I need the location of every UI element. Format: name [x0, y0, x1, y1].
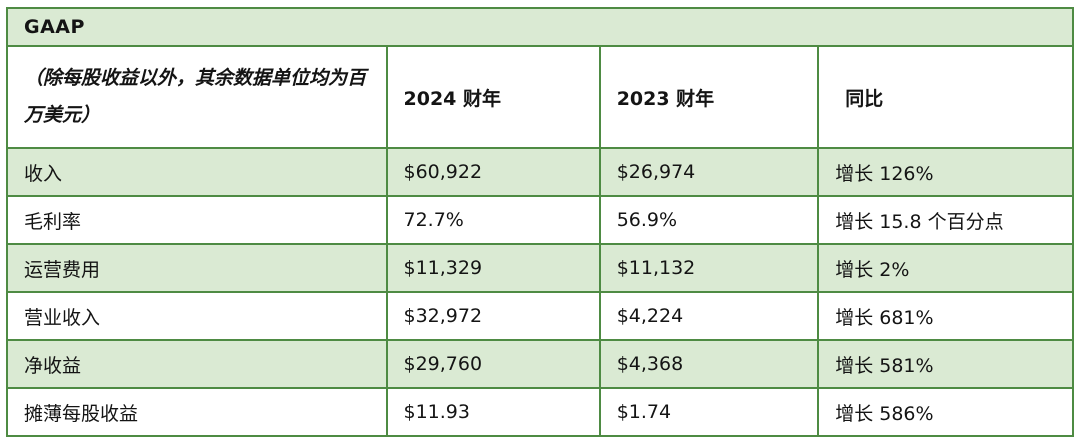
table-title: GAAP: [6, 7, 1074, 47]
cell-fy2023: $11,132: [598, 243, 820, 293]
gaap-financial-table: GAAP （除每股收益以外，其余数据单位均为百万美元） 2024 财年 2023…: [6, 7, 1074, 437]
table-row-operating-expenses: 运营费用 $11,329 $11,132 增长 2%: [6, 243, 1074, 293]
cell-fy2024: $11,329: [385, 243, 601, 293]
cell-fy2023: $1.74: [598, 387, 820, 437]
cell-fy2023: $4,224: [598, 291, 820, 341]
table-header-row: （除每股收益以外，其余数据单位均为百万美元） 2024 财年 2023 财年 同…: [6, 45, 1074, 149]
table-title-row: GAAP: [6, 7, 1074, 47]
cell-yoy: 增长 2%: [817, 243, 1074, 293]
cell-yoy: 增长 581%: [817, 339, 1074, 389]
table-row-revenue: 收入 $60,922 $26,974 增长 126%: [6, 147, 1074, 197]
cell-fy2024: $29,760: [385, 339, 601, 389]
cell-fy2024: 72.7%: [385, 195, 601, 245]
cell-yoy: 增长 586%: [817, 387, 1074, 437]
row-label: 摊薄每股收益: [6, 387, 388, 437]
row-label: 运营费用: [6, 243, 388, 293]
row-label: 收入: [6, 147, 388, 197]
column-header-fy2024: 2024 财年: [385, 45, 601, 149]
cell-fy2023: $4,368: [598, 339, 820, 389]
table-row-operating-income: 营业收入 $32,972 $4,224 增长 681%: [6, 291, 1074, 341]
cell-fy2024: $32,972: [385, 291, 601, 341]
row-label: 毛利率: [6, 195, 388, 245]
column-header-fy2023: 2023 财年: [598, 45, 820, 149]
table-row-net-income: 净收益 $29,760 $4,368 增长 581%: [6, 339, 1074, 389]
cell-fy2023: $26,974: [598, 147, 820, 197]
row-label: 净收益: [6, 339, 388, 389]
cell-fy2023: 56.9%: [598, 195, 820, 245]
table-row-diluted-eps: 摊薄每股收益 $11.93 $1.74 增长 586%: [6, 387, 1074, 437]
row-label: 营业收入: [6, 291, 388, 341]
cell-yoy: 增长 681%: [817, 291, 1074, 341]
cell-fy2024: $11.93: [385, 387, 601, 437]
cell-fy2024: $60,922: [385, 147, 601, 197]
cell-yoy: 增长 126%: [817, 147, 1074, 197]
column-header-yoy: 同比: [817, 45, 1074, 149]
table-row-gross-margin: 毛利率 72.7% 56.9% 增长 15.8 个百分点: [6, 195, 1074, 245]
cell-yoy: 增长 15.8 个百分点: [817, 195, 1074, 245]
units-note: （除每股收益以外，其余数据单位均为百万美元）: [6, 45, 388, 149]
